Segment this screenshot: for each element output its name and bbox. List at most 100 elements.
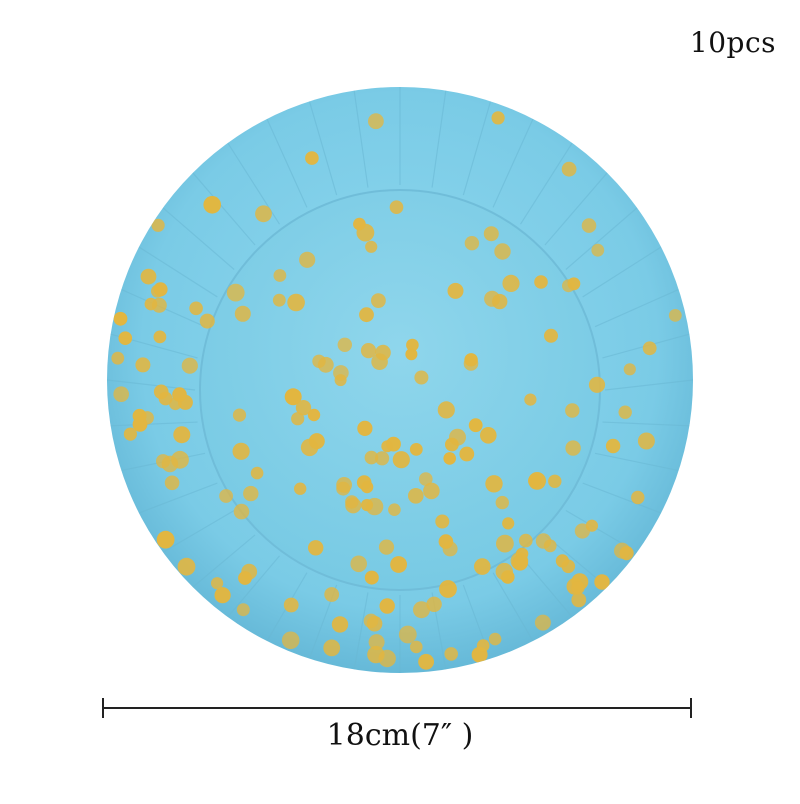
gold-dot <box>233 503 250 520</box>
gold-dot <box>419 472 433 486</box>
gold-dot <box>350 555 368 573</box>
gold-dot <box>502 517 515 530</box>
gold-dot <box>605 438 621 454</box>
gold-dot <box>156 530 175 549</box>
gold-dot <box>203 196 221 214</box>
gold-dot <box>406 338 419 352</box>
gold-dot <box>463 356 479 371</box>
gold-dot <box>637 432 655 450</box>
gold-dot <box>494 243 511 260</box>
gold-dot <box>333 365 349 381</box>
gold-dot <box>392 451 410 469</box>
gold-dot <box>356 475 372 490</box>
gold-dot <box>581 218 597 233</box>
gold-dot <box>534 614 551 631</box>
gold-dot <box>323 639 341 657</box>
gold-dot <box>408 488 424 504</box>
gold-dot <box>281 631 300 650</box>
gold-dot <box>291 412 305 426</box>
gold-dot <box>515 547 529 560</box>
gold-dot <box>360 343 377 359</box>
gold-dot <box>379 598 395 614</box>
gold-dot <box>234 305 251 322</box>
gold-dot <box>439 580 457 598</box>
gold-dot <box>189 301 203 316</box>
gold-dot <box>405 348 418 361</box>
gold-dot <box>113 311 128 326</box>
gold-dot <box>360 499 374 512</box>
gold-dot <box>528 472 546 490</box>
gold-dot <box>488 632 502 646</box>
gold-dot <box>618 405 632 419</box>
gold-dot <box>423 482 440 500</box>
gold-dot <box>113 386 129 403</box>
gold-dot <box>153 330 167 344</box>
gold-dot <box>283 597 299 613</box>
gold-dot <box>111 351 125 365</box>
gold-dot <box>449 428 466 446</box>
gold-dot <box>331 616 349 633</box>
gold-dot <box>219 489 234 503</box>
gold-dot <box>409 443 423 456</box>
gold-dot <box>535 533 552 549</box>
gold-dot <box>386 436 401 452</box>
gold-dot <box>140 268 157 285</box>
dimension-marker <box>100 694 694 724</box>
gold-dot <box>241 563 258 580</box>
gold-dot <box>591 243 605 257</box>
gold-dot <box>211 577 224 590</box>
gold-dot <box>287 293 305 312</box>
gold-dot <box>614 542 631 559</box>
gold-dot <box>308 433 325 450</box>
gold-dot <box>571 581 585 595</box>
quantity-label: 10pcs <box>689 26 776 59</box>
gold-dot <box>250 466 264 480</box>
gold-dot <box>118 331 133 346</box>
gold-dot <box>307 408 321 422</box>
gold-dot <box>495 562 513 581</box>
gold-dot <box>476 639 490 652</box>
gold-dot <box>519 533 533 548</box>
gold-dot <box>534 275 548 289</box>
gold-dot <box>181 357 198 374</box>
gold-dot <box>443 452 457 465</box>
gold-dot <box>438 534 454 549</box>
gold-dot <box>496 534 514 553</box>
size-label: 18cm(7″ ) <box>326 718 474 753</box>
gold-dot <box>353 217 366 231</box>
gold-dot <box>484 290 501 307</box>
gold-dot <box>468 418 483 433</box>
gold-dot <box>371 353 388 371</box>
gold-dot <box>485 475 503 493</box>
gold-dot <box>273 269 287 282</box>
gold-dot <box>565 440 581 456</box>
gold-dot <box>226 283 245 302</box>
gold-dot <box>418 653 434 670</box>
gold-dot <box>368 634 385 651</box>
gold-dot <box>594 574 610 590</box>
plate-well <box>199 189 601 591</box>
gold-dot <box>548 474 562 488</box>
gold-dot <box>199 313 215 329</box>
gold-dot <box>236 603 250 617</box>
gold-dot <box>567 277 581 291</box>
gold-dot <box>389 200 404 214</box>
gold-dot <box>464 236 480 251</box>
gold-dot <box>132 408 147 423</box>
gold-dot <box>243 485 259 502</box>
gold-dot <box>364 450 379 465</box>
gold-dot <box>164 475 180 491</box>
gold-dot <box>447 282 464 299</box>
gold-dot <box>232 442 250 460</box>
gold-dot <box>151 284 164 298</box>
gold-dot <box>426 596 442 612</box>
gold-dot <box>585 519 599 532</box>
gold-dot <box>459 446 475 462</box>
gold-dot <box>565 403 580 418</box>
gold-dot <box>368 113 384 130</box>
gold-dot <box>413 601 430 619</box>
gold-dot <box>631 490 645 505</box>
gold-dot <box>668 309 682 322</box>
gold-dot <box>308 540 324 556</box>
